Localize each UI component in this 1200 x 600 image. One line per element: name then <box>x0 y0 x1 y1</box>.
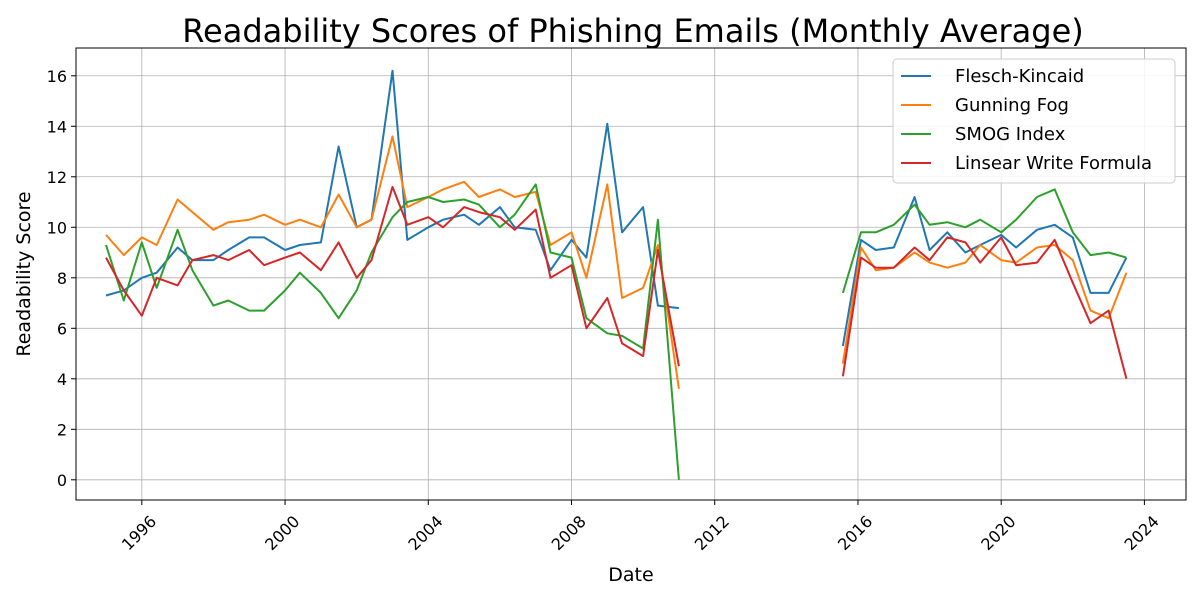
y-axis-label: Readability Score <box>13 191 35 356</box>
legend-label-linsear-write-formula: Linsear Write Formula <box>955 153 1152 174</box>
plot-frame <box>75 47 1187 501</box>
legend-label-gunning-fog: Gunning Fog <box>955 95 1069 116</box>
y-tick-label: 2 <box>57 420 67 439</box>
y-tick-label: 8 <box>57 269 67 288</box>
series-line-smog-index-segment-2 <box>841 188 1127 294</box>
x-axis-label: Date <box>608 564 653 586</box>
y-tick-label: 14 <box>47 117 67 136</box>
series-lines <box>105 69 1128 480</box>
legend-box <box>892 58 1176 184</box>
y-tick-label: 0 <box>57 471 67 490</box>
y-tick-label: 10 <box>47 218 67 237</box>
series-line-flesch-kincaid-segment-1 <box>105 69 680 310</box>
series-line-gunning-fog-segment-1 <box>105 135 680 390</box>
legend: Flesch-Kincaid Gunning Fog SMOG Index Linse… <box>892 58 1176 184</box>
y-tick-label: 16 <box>47 67 67 86</box>
series-line-linsear-write-formula-segment-2 <box>841 236 1128 380</box>
y-tick-label: 6 <box>57 319 67 338</box>
y-tick-label: 12 <box>47 168 67 187</box>
legend-label-flesch-kincaid: Flesch-Kincaid <box>955 66 1084 87</box>
y-tick-label: 4 <box>57 370 67 389</box>
series-line-linsear-write-formula-segment-1 <box>105 185 680 367</box>
chart-title: Readability Scores of Phishing Emails (M… <box>182 12 1084 50</box>
legend-label-smog-index: SMOG Index <box>955 124 1066 145</box>
series-line-smog-index-segment-1 <box>105 183 680 480</box>
